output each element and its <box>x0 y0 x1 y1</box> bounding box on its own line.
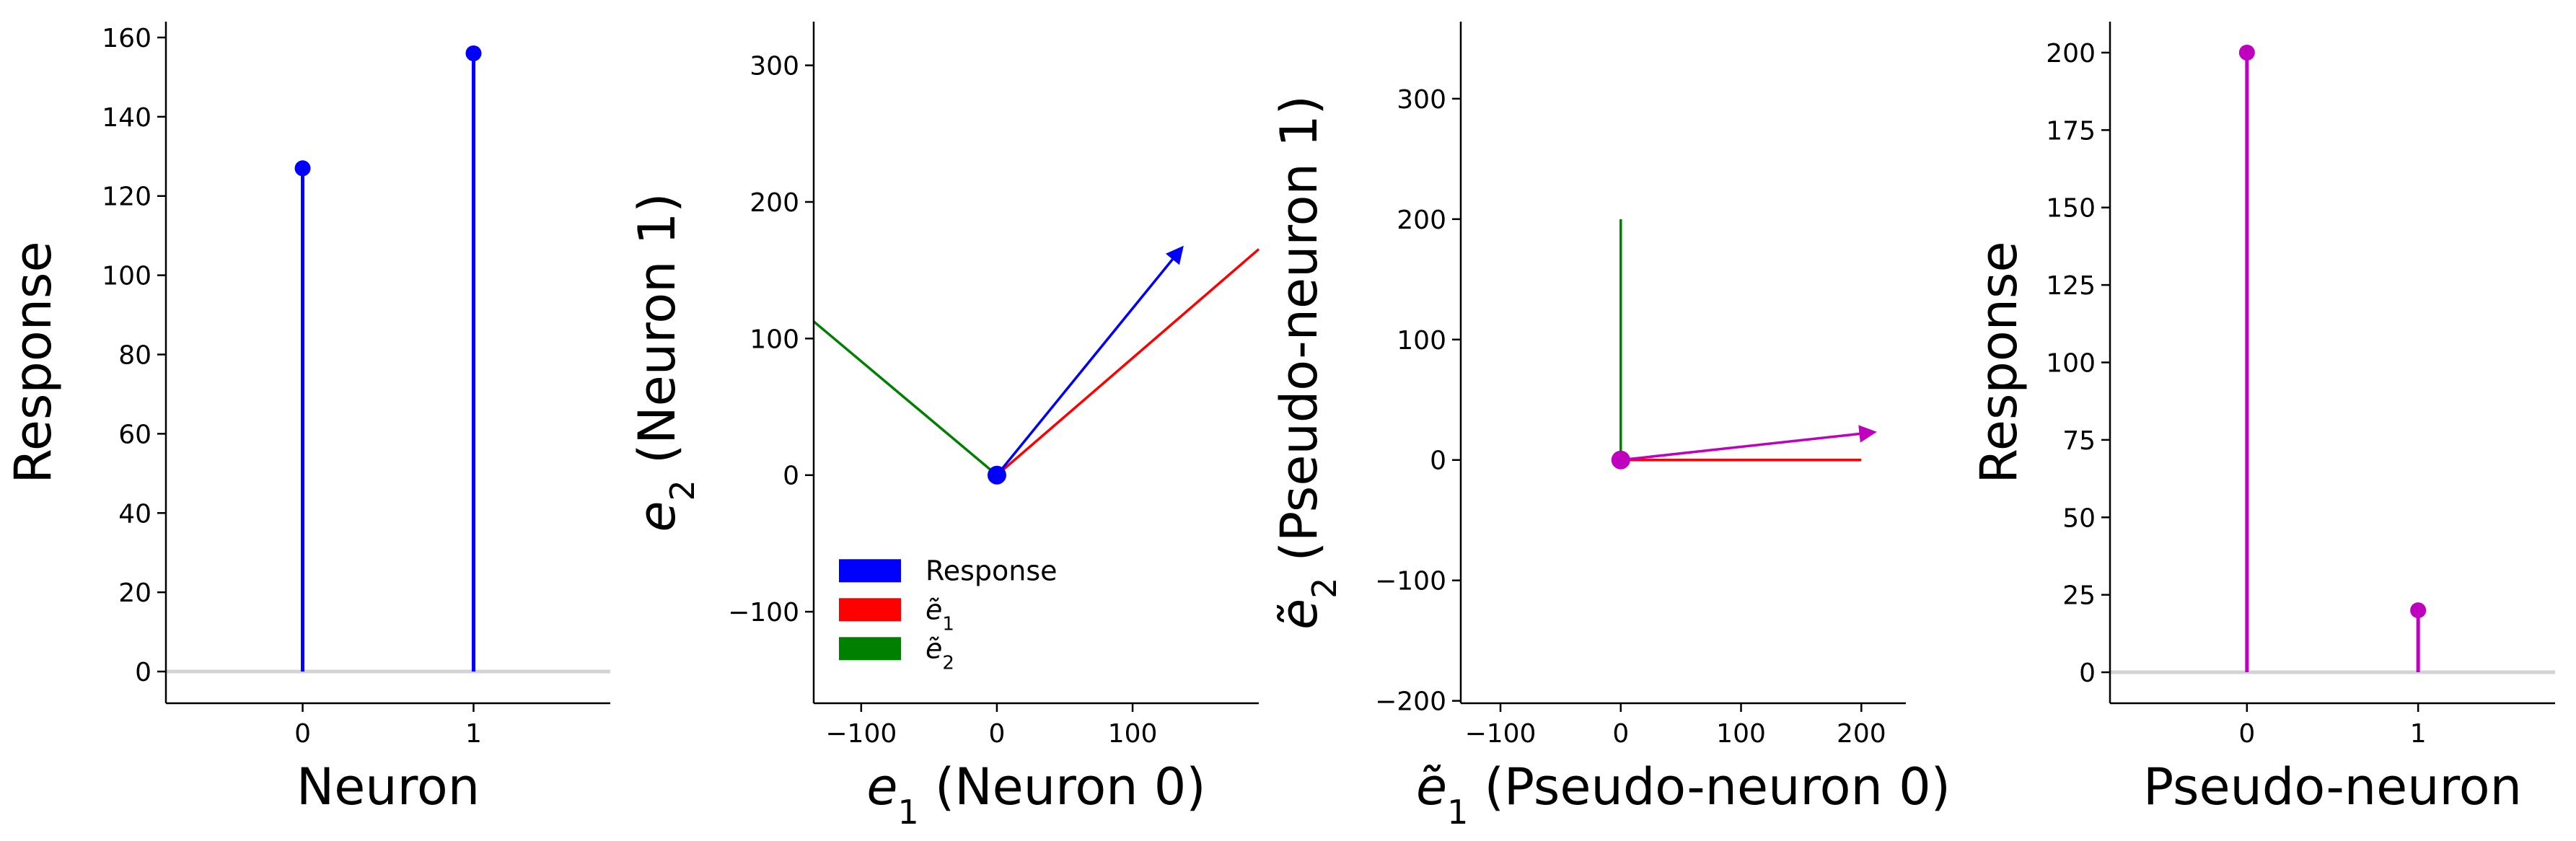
origin-marker <box>1611 450 1630 470</box>
y-label-symbol: ẽ <box>1270 599 1329 630</box>
x-axis-label: Pseudo-neuron <box>2143 757 2522 816</box>
y-tick-label: 50 <box>2062 503 2096 533</box>
y-tick-label: 0 <box>1430 446 1446 476</box>
y-tick-label: 0 <box>135 658 151 687</box>
e1-tilde-line <box>995 248 1260 477</box>
y-tick-label: 140 <box>102 103 151 133</box>
y-tick-label: 75 <box>2062 426 2096 456</box>
x-tick-label: 1 <box>2410 719 2427 749</box>
x-tick-label: 100 <box>1716 719 1766 749</box>
x-label-subscript: 1 <box>1447 793 1468 832</box>
y-tick-label: 80 <box>118 341 151 371</box>
y-tick-label: 60 <box>118 420 151 449</box>
x-tick-label: 200 <box>1837 719 1886 749</box>
stem-marker <box>2410 602 2427 619</box>
y-axis-label: e2 (Neuron 1) <box>628 193 702 532</box>
tick-labels: −100 0 100 −100 0 100 200 300 <box>728 52 1157 749</box>
stem-marks <box>294 45 482 672</box>
y-label-text: (Pseudo-neuron 1) <box>1270 95 1329 578</box>
y-tick-label: 100 <box>1397 326 1446 356</box>
y-axis-label: ẽ2 (Pseudo-neuron 1) <box>1270 95 1344 630</box>
panel-pseudo-neuron-response: 0 1 0 25 50 75 100 125 150 175 200 Pseudo-neuron R… <box>1969 22 2555 816</box>
e2-tilde-line <box>812 320 998 477</box>
y-tick-label: 100 <box>2046 349 2096 379</box>
y-label-text: (Neuron 1) <box>628 193 687 480</box>
origin-marker <box>987 465 1006 485</box>
x-tick-label: 0 <box>2238 719 2255 749</box>
y-tick-label: 20 <box>118 578 151 608</box>
y-tick-label: 0 <box>783 462 799 491</box>
x-tick-label: −100 <box>1465 719 1537 749</box>
y-tick-label: 120 <box>102 182 151 212</box>
y-tick-label: −100 <box>728 598 799 628</box>
stem-marks <box>2238 44 2427 673</box>
legend-label-sub: 1 <box>942 613 954 635</box>
y-tick-label: 100 <box>749 325 799 354</box>
response-vector <box>1620 425 1877 462</box>
legend-label-e2-tilde: ẽ2 <box>926 633 954 674</box>
legend: Response ẽ1 ẽ2 <box>839 555 1058 674</box>
vector-marks <box>1611 219 1877 470</box>
x-label-symbol: e <box>866 757 897 816</box>
legend-label-main: ẽ <box>926 633 942 664</box>
stem-marker <box>294 160 311 177</box>
stem-marker <box>2238 44 2255 61</box>
tick-labels: −100 0 100 200 −200 −100 0 100 200 300 <box>1375 85 1886 749</box>
y-label-subscript: 2 <box>1305 578 1344 599</box>
legend-label-sub: 2 <box>942 652 954 674</box>
y-label-subscript: 2 <box>663 480 702 501</box>
x-tick-label: −100 <box>825 719 897 749</box>
legend-label-main: ẽ <box>926 594 942 625</box>
y-tick-label: 200 <box>2046 39 2096 69</box>
y-tick-label: −100 <box>1375 567 1446 596</box>
y-tick-label: 150 <box>2046 194 2096 224</box>
x-tick-label: 1 <box>465 719 482 749</box>
legend-swatch-e1-tilde <box>839 598 901 622</box>
y-axis-label: Response <box>1969 241 2028 483</box>
tick-labels: 0 1 0 25 50 75 100 125 150 175 200 <box>2046 39 2426 749</box>
y-tick-label: 40 <box>118 499 151 529</box>
y-tick-label: 125 <box>2046 271 2096 301</box>
y-axis-label: Response <box>4 241 63 483</box>
x-axis-label: Neuron <box>296 757 480 816</box>
y-tick-label: 0 <box>2079 659 2096 688</box>
y-tick-label: 160 <box>102 24 151 53</box>
x-axis-label: e1 (Neuron 0) <box>866 757 1205 832</box>
y-tick-label: 175 <box>2046 116 2096 146</box>
x-label-text: (Neuron 0) <box>919 757 1206 816</box>
x-label-subscript: 1 <box>897 793 918 832</box>
legend-label-main: Response <box>926 555 1058 586</box>
y-tick-label: 100 <box>102 262 151 291</box>
x-tick-label: 100 <box>1108 719 1158 749</box>
stem-marker <box>465 45 482 61</box>
y-tick-label: 200 <box>749 188 799 218</box>
x-tick-label: 0 <box>1612 719 1629 749</box>
y-tick-label: 200 <box>1397 206 1446 235</box>
x-axis-label: ẽ1 (Pseudo-neuron 0) <box>1416 757 1951 832</box>
vector-marks <box>812 245 1260 485</box>
axes <box>1452 22 1906 712</box>
x-label-symbol: ẽ <box>1416 757 1447 816</box>
x-tick-label: 0 <box>294 719 311 749</box>
legend-label-e1-tilde: ẽ1 <box>926 594 954 635</box>
y-label-symbol: e <box>628 501 687 532</box>
axes <box>2101 22 2555 712</box>
y-tick-label: −200 <box>1375 687 1446 717</box>
y-tick-label: 300 <box>1397 85 1446 115</box>
response-vector <box>995 245 1184 476</box>
legend-swatch-response <box>839 559 901 583</box>
y-tick-label: 300 <box>749 52 799 82</box>
axes <box>157 22 610 712</box>
x-label-text: (Pseudo-neuron 0) <box>1468 757 1951 816</box>
x-tick-label: 0 <box>988 719 1005 749</box>
legend-label-response: Response <box>926 555 1058 586</box>
legend-swatch-e2-tilde <box>839 637 901 661</box>
axes <box>805 22 1259 712</box>
y-tick-label: 25 <box>2062 581 2096 611</box>
